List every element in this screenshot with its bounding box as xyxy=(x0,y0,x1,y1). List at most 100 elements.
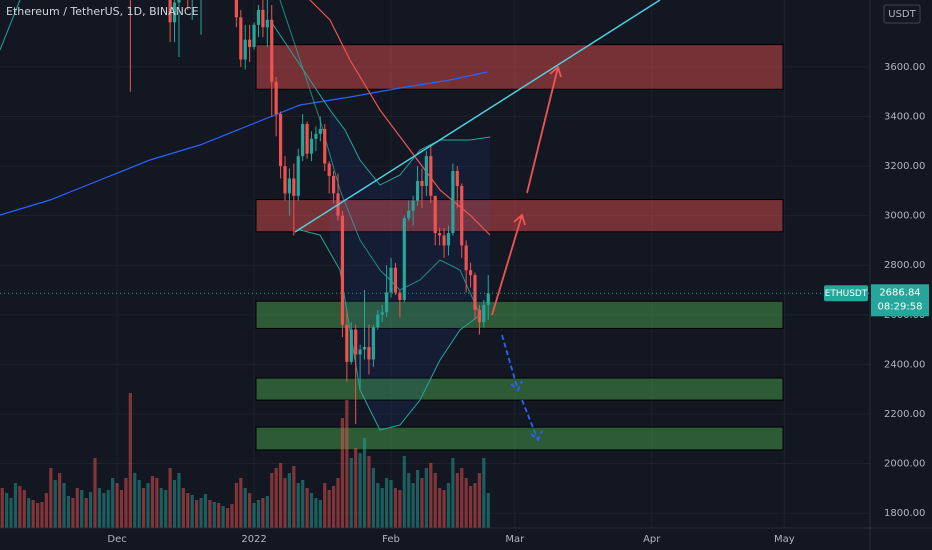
y-tick-label: 3000.00 xyxy=(884,211,925,222)
volume-bar xyxy=(261,498,265,528)
candle-body xyxy=(468,270,473,276)
candle-body xyxy=(393,267,398,293)
volume-bar xyxy=(305,488,309,528)
volume-bar xyxy=(473,483,477,528)
volume-bar xyxy=(385,478,389,528)
long-ma xyxy=(0,71,488,216)
up-arrow xyxy=(491,213,526,316)
volume-bar xyxy=(460,468,464,528)
drawings xyxy=(294,0,661,442)
candle-body xyxy=(248,39,252,48)
volume-bar xyxy=(155,478,159,528)
volume-bar xyxy=(442,490,446,528)
volume-bar xyxy=(40,502,44,528)
volume-bar xyxy=(380,488,384,528)
volume-bar xyxy=(407,473,411,528)
zone xyxy=(255,377,784,401)
volume-bar xyxy=(468,486,473,528)
candle-body xyxy=(354,329,358,355)
candle-body xyxy=(451,171,455,234)
volume-bar xyxy=(62,483,66,528)
candle-body xyxy=(168,0,172,23)
candle-body xyxy=(278,114,283,167)
volume-bar xyxy=(309,493,314,528)
candle-body xyxy=(234,0,238,18)
candle-body xyxy=(323,128,327,164)
down-arrow xyxy=(501,334,523,392)
candle-body xyxy=(380,312,384,315)
volume-bar xyxy=(239,478,243,528)
volume-bar xyxy=(301,480,305,528)
volume-bar xyxy=(9,498,13,528)
grid xyxy=(0,0,870,528)
volume-bar xyxy=(376,483,380,528)
volume-bar xyxy=(340,418,345,528)
volume-bar xyxy=(150,476,155,528)
candle-body xyxy=(256,9,261,25)
volume-bar xyxy=(464,478,468,528)
volume-bar xyxy=(27,498,31,528)
volume-bar xyxy=(66,496,71,528)
volume-bar xyxy=(252,503,256,528)
trendline xyxy=(294,0,661,233)
volume-bar xyxy=(433,473,437,528)
candle-body xyxy=(296,156,300,196)
volume-bar xyxy=(84,498,88,528)
currency-badge xyxy=(883,4,921,24)
volume-bar xyxy=(411,483,415,528)
volume-bar xyxy=(5,493,9,528)
candle-body xyxy=(305,123,309,154)
volume-bar xyxy=(429,463,433,528)
chart-title: Ethereum / TetherUS, 1D, BINANCE xyxy=(6,5,199,18)
volume-bar xyxy=(349,458,353,528)
volume-bar xyxy=(119,490,124,528)
volume-bar xyxy=(243,488,247,528)
volume-bar xyxy=(88,492,93,528)
candle-body xyxy=(287,178,292,194)
candle-body xyxy=(415,180,420,201)
volume-bar xyxy=(354,448,358,528)
x-tick-label: Mar xyxy=(505,534,525,545)
x-tick-label: Apr xyxy=(643,534,661,545)
candle-body xyxy=(309,138,314,154)
volume-bar xyxy=(331,486,336,528)
candle-body xyxy=(265,19,269,28)
volume-bar xyxy=(190,495,194,528)
volume-bar xyxy=(31,500,35,528)
candle-body xyxy=(345,324,349,362)
volume-bar xyxy=(230,504,234,528)
symbol-label: ETHUSDT xyxy=(825,289,868,299)
x-tick-label: 2022 xyxy=(241,534,266,545)
volume-bar xyxy=(424,468,428,528)
candle-body xyxy=(239,17,243,60)
y-tick-label: 2000.00 xyxy=(884,459,925,470)
volume-bar xyxy=(248,493,252,528)
volume-bar xyxy=(212,502,216,528)
volume-bar xyxy=(371,468,375,528)
zone xyxy=(255,426,784,451)
volume-bar xyxy=(137,480,141,528)
candle-body xyxy=(252,24,256,48)
volume-bar xyxy=(168,468,172,528)
candle-body xyxy=(460,185,464,246)
volume-bar xyxy=(446,483,451,528)
down-arrow xyxy=(521,399,543,442)
price-label: 2686.84 xyxy=(879,287,920,298)
candle-body xyxy=(367,347,371,360)
volume-bar xyxy=(292,466,296,528)
zone xyxy=(255,300,784,329)
volume-bar xyxy=(93,458,97,528)
symbol-badge xyxy=(824,285,868,302)
volume-bar xyxy=(195,500,199,528)
zone xyxy=(255,44,784,90)
volume-bar xyxy=(398,490,402,528)
volume-bar xyxy=(389,480,393,528)
volume-bar xyxy=(327,490,331,528)
candle-body xyxy=(411,200,415,211)
candle-body xyxy=(274,81,278,115)
volume-bar xyxy=(265,496,269,528)
volume-bar xyxy=(115,483,119,528)
volume-bar xyxy=(367,456,371,528)
candle-body xyxy=(376,314,380,328)
